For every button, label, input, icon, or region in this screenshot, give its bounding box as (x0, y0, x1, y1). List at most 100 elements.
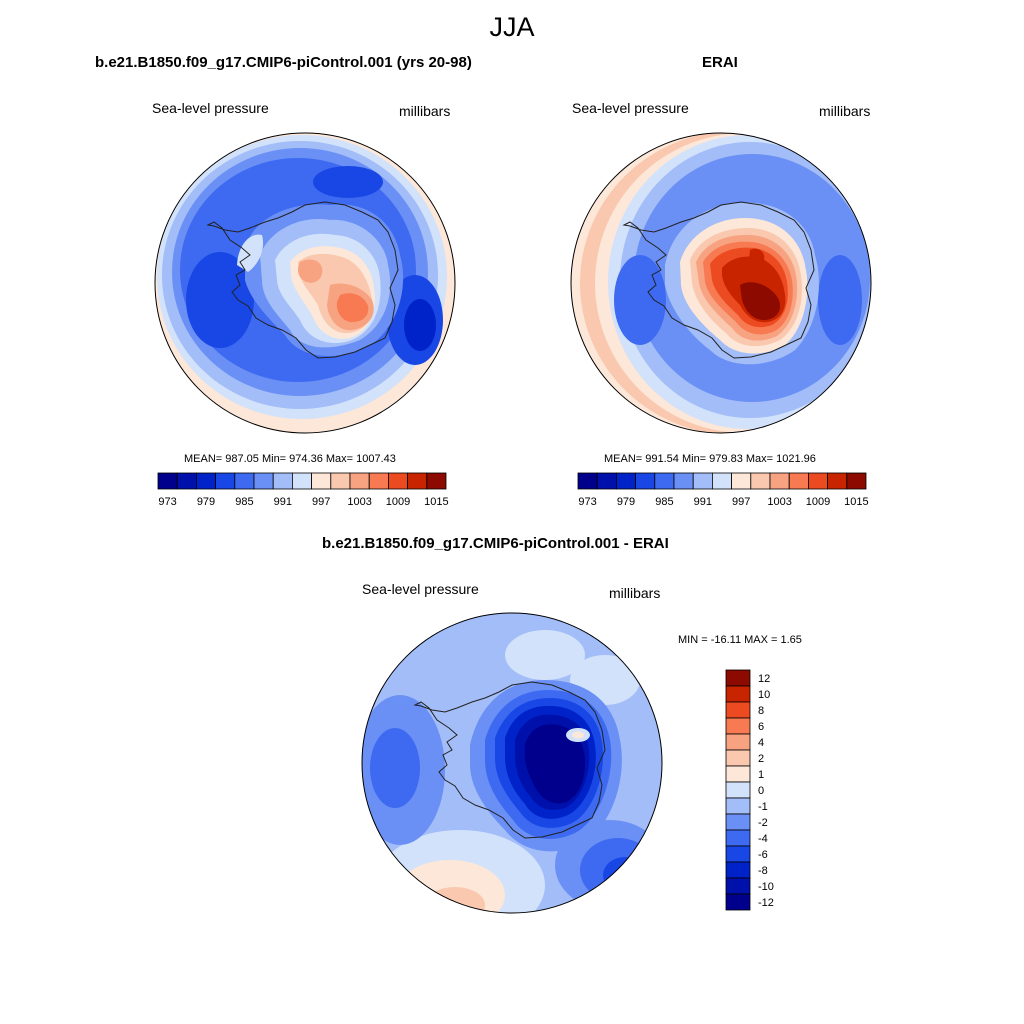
colorbar-tick-label: 991 (694, 496, 712, 508)
colorbar-tick-label: -2 (758, 817, 768, 829)
colorbar-box-1015 (846, 472, 867, 490)
colorbar-box-991 (692, 472, 713, 490)
colorbar-tick-label: 1015 (424, 496, 448, 508)
colorbar-box-1 (725, 765, 751, 783)
contour-ring (580, 838, 656, 902)
obs-stats: MEAN= 991.54 Min= 979.83 Max= 1021.96 (604, 453, 816, 465)
colorbar-box-1003 (349, 472, 370, 490)
obs-map-border (570, 132, 872, 434)
colorbar-box--10 (725, 877, 751, 895)
colorbar-tick-label: 0 (758, 785, 764, 797)
diff-variable-label: Sea-level pressure (362, 581, 479, 597)
colorbar-box-982 (215, 472, 236, 490)
colorbar-tick-label: 2 (758, 753, 764, 765)
colorbar-box-991 (272, 472, 293, 490)
colorbar-tick-label: 1003 (767, 496, 791, 508)
colorbar-tick-label: 1 (758, 769, 764, 781)
colorbar-box-1012 (407, 472, 428, 490)
obs-map (571, 133, 871, 433)
contour-ring (425, 887, 485, 913)
colorbar-tick-label: -10 (758, 881, 774, 893)
colorbar-box-1012 (827, 472, 848, 490)
colorbar-box-985 (654, 472, 675, 490)
model-stats: MEAN= 987.05 Min= 974.36 Max= 1007.43 (184, 453, 396, 465)
colorbar-tick-label: 985 (235, 496, 253, 508)
contour-ring (336, 293, 369, 323)
model-colorbar: 973 979 985 991 997 1003 1009 1015 (157, 472, 449, 508)
colorbar-box--12 (725, 893, 751, 911)
diff-units-label: millibars (609, 585, 661, 601)
colorbar-tick-label: 8 (758, 705, 764, 717)
colorbar-box-1000 (330, 472, 351, 490)
colorbar-box-982 (635, 472, 656, 490)
colorbar-tick-label: 997 (732, 496, 750, 508)
low-pressure-cell (313, 166, 383, 198)
contour-ring (749, 248, 765, 265)
figure-title: JJA (489, 12, 535, 42)
contour-ring (524, 724, 586, 804)
contour-ring (237, 234, 264, 272)
colorbar-box-1003 (769, 472, 790, 490)
colorbar-tick-label: -1 (758, 801, 768, 813)
colorbar-tick-label: 10 (758, 689, 770, 701)
diff-stats: MIN = -16.11 MAX = 1.65 (678, 634, 802, 646)
low-pressure-cell (818, 255, 862, 345)
colorbar-box-997 (731, 472, 752, 490)
obs-panel-title: ERAI (702, 54, 738, 71)
colorbar-box-0 (725, 781, 751, 799)
model-map-border (154, 132, 456, 434)
colorbar-tick-label: 985 (655, 496, 673, 508)
colorbar-tick-label: 997 (312, 496, 330, 508)
colorbar-tick-label: 979 (617, 496, 635, 508)
colorbar-box-994 (291, 472, 312, 490)
colorbar-box-1006 (368, 472, 389, 490)
colorbar-tick-label: 973 (158, 496, 176, 508)
colorbar-box-994 (712, 472, 733, 490)
colorbar-box-1000 (750, 472, 771, 490)
obs-colorbar: 973 979 985 991 997 1003 1009 1015 (577, 472, 869, 508)
colorbar-tick-label: -8 (758, 865, 768, 877)
colorbar-tick-label: -6 (758, 849, 768, 861)
colorbar-tick-label: 12 (758, 673, 770, 685)
diff-map-border (361, 612, 663, 914)
low-pressure-core (404, 299, 436, 351)
colorbar-box-1009 (808, 472, 829, 490)
colorbar-box-973 (577, 472, 598, 490)
colorbar-tick-label: 973 (578, 496, 596, 508)
colorbar-tick-label: 979 (197, 496, 215, 508)
antarctica-coastline (413, 681, 606, 839)
colorbar-box-6 (725, 717, 751, 735)
colorbar-tick-label: 1003 (347, 496, 371, 508)
colorbar-box-979 (195, 472, 216, 490)
colorbar-box-976 (176, 472, 197, 490)
diff-panel-title: b.e21.B1850.f09_g17.CMIP6-piControl.001 … (322, 535, 669, 552)
contour-ring (572, 731, 584, 739)
obs-units-label: millibars (819, 103, 871, 119)
obs-variable-label: Sea-level pressure (572, 100, 689, 116)
colorbar-box-1015 (426, 472, 447, 490)
colorbar-tick-label: -4 (758, 833, 768, 845)
colorbar-tick-label: 1009 (806, 496, 830, 508)
colorbar-tick-label: 1015 (844, 496, 868, 508)
colorbar-box--4 (725, 829, 751, 847)
colorbar-tick-label: 6 (758, 721, 764, 733)
colorbar-tick-label: -12 (758, 897, 774, 909)
colorbar-box-1009 (387, 472, 408, 490)
colorbar-box-12 (725, 669, 751, 687)
colorbar-box-8 (725, 701, 751, 719)
colorbar-box-988 (673, 472, 694, 490)
model-units-label: millibars (399, 103, 451, 119)
colorbar-box-2 (725, 749, 751, 767)
colorbar-box-1006 (788, 472, 809, 490)
model-map (155, 133, 455, 433)
diff-map (362, 613, 662, 913)
contour-ring (505, 630, 585, 680)
model-panel-title: b.e21.B1850.f09_g17.CMIP6-piControl.001 … (95, 54, 472, 71)
colorbar-box--2 (725, 813, 751, 831)
contour-ring (740, 282, 781, 320)
low-pressure-cell (614, 255, 666, 345)
colorbar-box-976 (596, 472, 617, 490)
colorbar-tick-label: 4 (758, 737, 764, 749)
